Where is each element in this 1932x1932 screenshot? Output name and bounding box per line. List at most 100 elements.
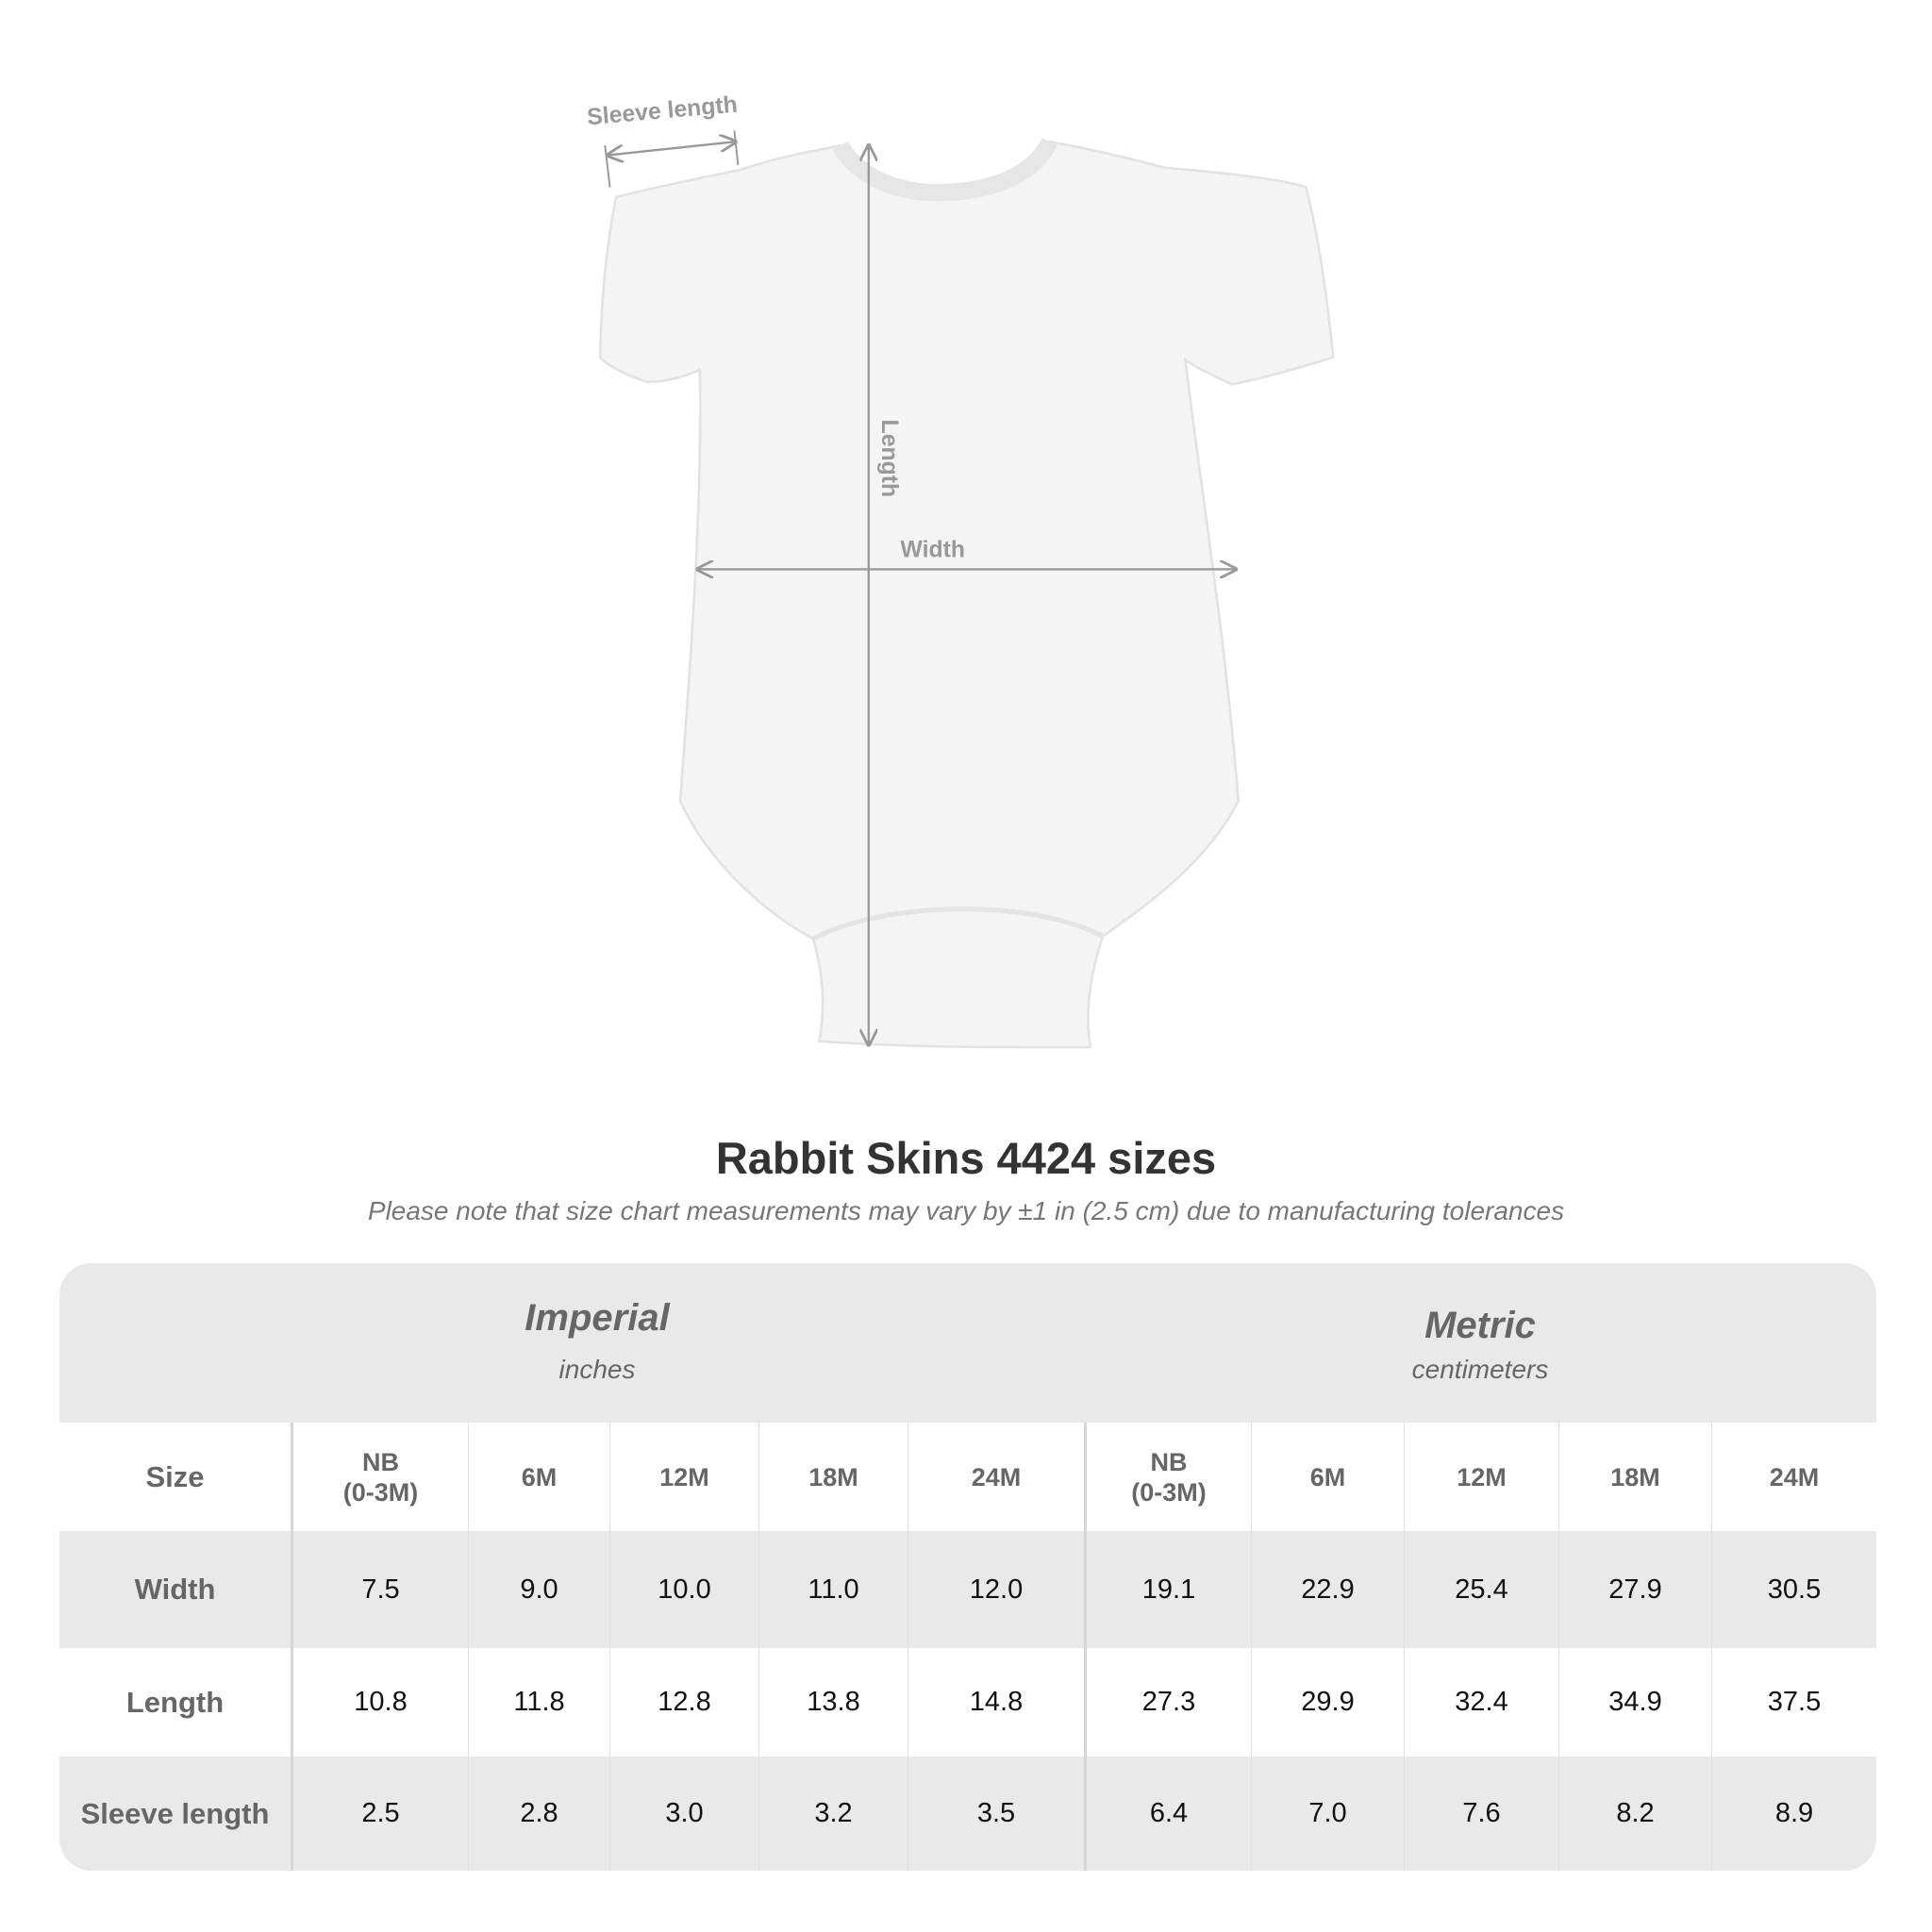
table-cell: 12M: [1404, 1423, 1558, 1531]
table-cell: 3.0: [609, 1757, 758, 1871]
cell-text: 12M: [659, 1462, 709, 1491]
table-cell: 27.3: [1084, 1648, 1251, 1757]
cell-text: 29.9: [1301, 1687, 1355, 1717]
table-cell: 29.9: [1251, 1648, 1404, 1757]
table-cell: NB (0-3M): [291, 1423, 468, 1531]
cell-text: 13.8: [807, 1687, 860, 1717]
table-cell: 9.0: [468, 1531, 609, 1648]
cell-text: 10.0: [658, 1574, 711, 1605]
cell-text: 12M: [1457, 1462, 1507, 1491]
sleeve-line: [608, 142, 736, 155]
table-cell: 8.2: [1558, 1757, 1711, 1871]
cell-text: 3.2: [814, 1798, 853, 1828]
width-label: Width: [900, 537, 965, 562]
cell-text: 19.1: [1141, 1574, 1196, 1605]
table-cell: 6.4: [1084, 1757, 1251, 1871]
table-cell: 32.4: [1404, 1648, 1558, 1757]
table-cell: 12.0: [908, 1531, 1084, 1648]
row-label: Length: [59, 1648, 291, 1757]
table-cell: 24M: [908, 1423, 1084, 1531]
table-cell: 11.0: [758, 1531, 908, 1648]
table-cell: 14.8: [908, 1648, 1084, 1757]
table-cell: 7.6: [1404, 1757, 1558, 1871]
cell-text: 27.9: [1608, 1574, 1662, 1605]
cell-text: 12.0: [969, 1574, 1024, 1605]
cell-text: 7.0: [1308, 1798, 1347, 1828]
cell-text: 7.5: [361, 1574, 400, 1605]
cell-text: 11.8: [513, 1687, 565, 1717]
cell-text: 6M: [1309, 1462, 1346, 1491]
table-cell: 7.5: [291, 1531, 468, 1648]
group-unit: centimeters: [1411, 1355, 1549, 1384]
cell-text: 25.4: [1455, 1574, 1508, 1605]
cell-text: (0-3M): [342, 1477, 419, 1507]
table-cell: 6M: [1251, 1423, 1404, 1531]
cell-text: (0-3M): [1131, 1477, 1207, 1507]
table-cell: 6M: [468, 1423, 609, 1531]
cell-text: 18M: [808, 1462, 858, 1491]
table-cell: 18M: [1558, 1423, 1711, 1531]
table-cell: NB (0-3M): [1084, 1423, 1251, 1531]
table-cell: 8.9: [1711, 1757, 1876, 1871]
group-name: Imperial: [525, 1297, 670, 1339]
table-cell: 37.5: [1711, 1648, 1876, 1757]
table-row: Sleeve length 2.5 2.8 3.0 3.2 3.5 6.4 7.0 7.6 8.2…: [59, 1757, 1876, 1871]
row-label: Size: [59, 1423, 291, 1531]
table-cell: 10.0: [609, 1531, 758, 1648]
cell-text: 6.4: [1149, 1798, 1189, 1828]
cell-text: 24M: [1769, 1462, 1820, 1491]
table-cell: 22.9: [1251, 1531, 1404, 1648]
cell-text: 6M: [521, 1462, 558, 1491]
table-cell: 25.4: [1404, 1531, 1558, 1648]
cell-text: 14.8: [969, 1687, 1024, 1717]
row-label: Sleeve length: [59, 1757, 291, 1871]
table-cell: 27.9: [1558, 1531, 1711, 1648]
cell-text: NB: [362, 1447, 399, 1476]
sleeve-length-label: Sleeve length: [586, 92, 739, 131]
table-cell: 12M: [609, 1423, 758, 1531]
cell-text: Width: [134, 1573, 216, 1606]
cell-text: Size: [145, 1459, 205, 1493]
table-row: Width 7.5 9.0 10.0 11.0 12.0 19.1 22.9 25.4 27.9 3…: [59, 1531, 1876, 1648]
size-table: Imperial inches Metric centimeters Size N…: [59, 1263, 1876, 1871]
cell-text: 11.0: [808, 1574, 859, 1605]
cell-text: 10.8: [354, 1687, 408, 1717]
cell-text: 9.0: [520, 1574, 558, 1605]
metric-group-header: Metric centimeters: [1084, 1263, 1876, 1423]
onesie-body: [598, 140, 1335, 1049]
row-label: Width: [59, 1531, 291, 1648]
group-unit: inches: [558, 1355, 636, 1384]
cell-text: 34.9: [1608, 1687, 1662, 1717]
table-cell: 2.8: [468, 1757, 609, 1871]
table-cell: 12.8: [609, 1648, 758, 1757]
cell-text: 3.5: [976, 1798, 1016, 1828]
cell-text: 3.0: [665, 1798, 704, 1828]
table-cell: 24M: [1711, 1423, 1876, 1531]
table-cell: 34.9: [1558, 1648, 1711, 1757]
cell-text: 8.2: [1616, 1798, 1655, 1828]
page-title: Rabbit Skins 4424 sizes: [715, 1133, 1217, 1183]
cell-text: 37.5: [1767, 1687, 1822, 1717]
cell-text: 12.8: [658, 1687, 711, 1717]
table-cell: 7.0: [1251, 1757, 1404, 1871]
cell-text: Sleeve length: [80, 1796, 270, 1830]
table-cell: 3.2: [758, 1757, 908, 1871]
cell-text: 32.4: [1455, 1687, 1508, 1717]
cell-text: 24M: [971, 1462, 1022, 1491]
table-cell: 10.8: [291, 1648, 468, 1757]
cell-text: 2.8: [520, 1798, 558, 1828]
cell-text: 30.5: [1767, 1574, 1822, 1605]
cell-text: 2.5: [361, 1798, 400, 1828]
cell-text: 27.3: [1141, 1687, 1196, 1717]
table-cell: 19.1: [1084, 1531, 1251, 1648]
table-cell: 18M: [758, 1423, 908, 1531]
table-row: Length 10.8 11.8 12.8 13.8 14.8 27.3 29.9 32.4 34…: [59, 1648, 1876, 1757]
cell-text: 18M: [1610, 1462, 1660, 1491]
table-cell: 3.5: [908, 1757, 1084, 1871]
crotch-flap: [811, 907, 1105, 941]
length-label: Length: [876, 420, 902, 498]
table-cell: 11.8: [468, 1648, 609, 1757]
size-header-row: Size NB (0-3M) 6M 12M 18M 24M NB (0-3M) 6M 12M 18M 2…: [59, 1423, 1876, 1531]
tolerance-note: Please note that size chart measurements…: [367, 1196, 1565, 1225]
cell-text: 22.9: [1301, 1574, 1355, 1605]
